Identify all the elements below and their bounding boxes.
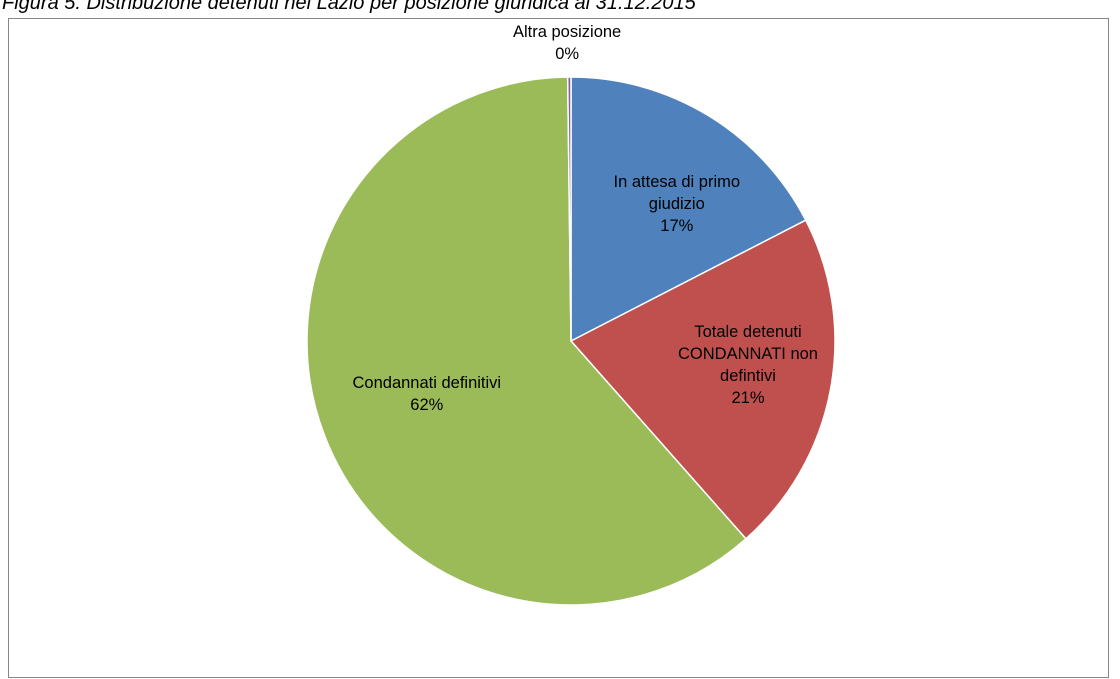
pie-slice-altra	[566, 76, 572, 342]
slice-label-text: Altra posizione	[513, 23, 622, 41]
label-condannati-definitivi: Condannati definitivi 62%	[353, 372, 502, 416]
label-condannati-non-definitivi: Totale detenuti CONDANNATI non defintivi 21…	[678, 321, 818, 409]
slice-label-text: Totale detenuti	[694, 323, 802, 341]
pie-chart	[306, 76, 836, 606]
chart-area: In attesa di primo giudizio 17% Totale det…	[8, 18, 1109, 678]
slice-percent-label: 17%	[660, 217, 694, 235]
slice-label-text: giudizio	[648, 195, 705, 213]
label-altra-posizione: Altra posizione 0%	[513, 21, 621, 65]
slice-percent-label: 0%	[555, 45, 580, 63]
slice-label-text: Condannati definitivi	[352, 374, 502, 392]
slice-percent-label: 62%	[410, 396, 444, 414]
slice-label-text: defintivi	[720, 367, 776, 385]
pie-slice-attesa	[570, 76, 807, 342]
figure-caption: Figura 5. Distribuzione detenuti nel Laz…	[2, 0, 696, 14]
pie-slice-def	[306, 76, 747, 606]
slice-label-text: CONDANNATI non	[678, 345, 818, 363]
label-in-attesa: In attesa di primo giudizio 17%	[614, 171, 741, 237]
pie-slice-nondef	[570, 219, 836, 540]
slice-label-text: In attesa di primo	[613, 173, 741, 191]
slice-percent-label: 21%	[731, 389, 765, 407]
